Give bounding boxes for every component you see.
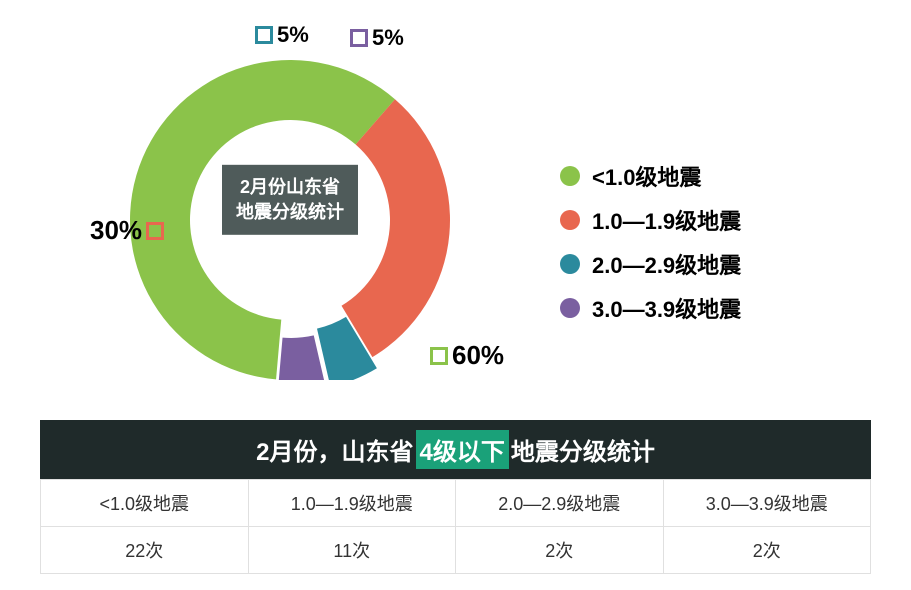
table-title: 2月份，山东省 4级以下 地震分级统计 <box>40 420 871 479</box>
chart-center-label: 2月份山东省 地震分级统计 <box>222 165 358 235</box>
pct-label-30: 30% <box>90 215 164 246</box>
donut-chart: 2月份山东省 地震分级统计 <box>110 20 470 380</box>
pct-label-5b: 5% <box>350 25 404 51</box>
pct-marker-icon <box>430 347 448 365</box>
table-row: 22次 11次 2次 2次 <box>41 527 871 574</box>
legend: <1.0级地震 1.0—1.9级地震 2.0—2.9级地震 3.0—3.9级地震 <box>560 160 741 336</box>
pct-label-5a: 5% <box>255 22 309 48</box>
col-header: <1.0级地震 <box>41 480 249 527</box>
legend-item: 3.0—3.9级地震 <box>560 292 741 324</box>
title-highlight: 4级以下 <box>416 430 509 469</box>
legend-dot-icon <box>560 254 580 274</box>
col-header: 3.0—3.9级地震 <box>663 480 871 527</box>
legend-item: 1.0—1.9级地震 <box>560 204 741 236</box>
pct-marker-icon <box>146 222 164 240</box>
legend-item: 2.0—2.9级地震 <box>560 248 741 280</box>
pct-marker-icon <box>350 29 368 47</box>
legend-dot-icon <box>560 298 580 318</box>
cell-value: 11次 <box>248 527 456 574</box>
cell-value: 2次 <box>456 527 664 574</box>
cell-value: 2次 <box>663 527 871 574</box>
chart-area: 2月份山东省 地震分级统计 60% 30% 5% 5% <1.0级地震 1.0—… <box>0 10 911 410</box>
col-header: 2.0—2.9级地震 <box>456 480 664 527</box>
data-table: 2月份，山东省 4级以下 地震分级统计 <1.0级地震 1.0—1.9级地震 2… <box>40 420 871 574</box>
pct-marker-icon <box>255 26 273 44</box>
pct-label-60: 60% <box>430 340 504 371</box>
cell-value: 22次 <box>41 527 249 574</box>
legend-dot-icon <box>560 210 580 230</box>
legend-dot-icon <box>560 166 580 186</box>
col-header: 1.0—1.9级地震 <box>248 480 456 527</box>
center-line2: 地震分级统计 <box>236 200 344 225</box>
center-line1: 2月份山东省 <box>236 175 344 200</box>
table-row: <1.0级地震 1.0—1.9级地震 2.0—2.9级地震 3.0—3.9级地震 <box>41 480 871 527</box>
legend-item: <1.0级地震 <box>560 160 741 192</box>
donut-slice <box>277 335 327 380</box>
